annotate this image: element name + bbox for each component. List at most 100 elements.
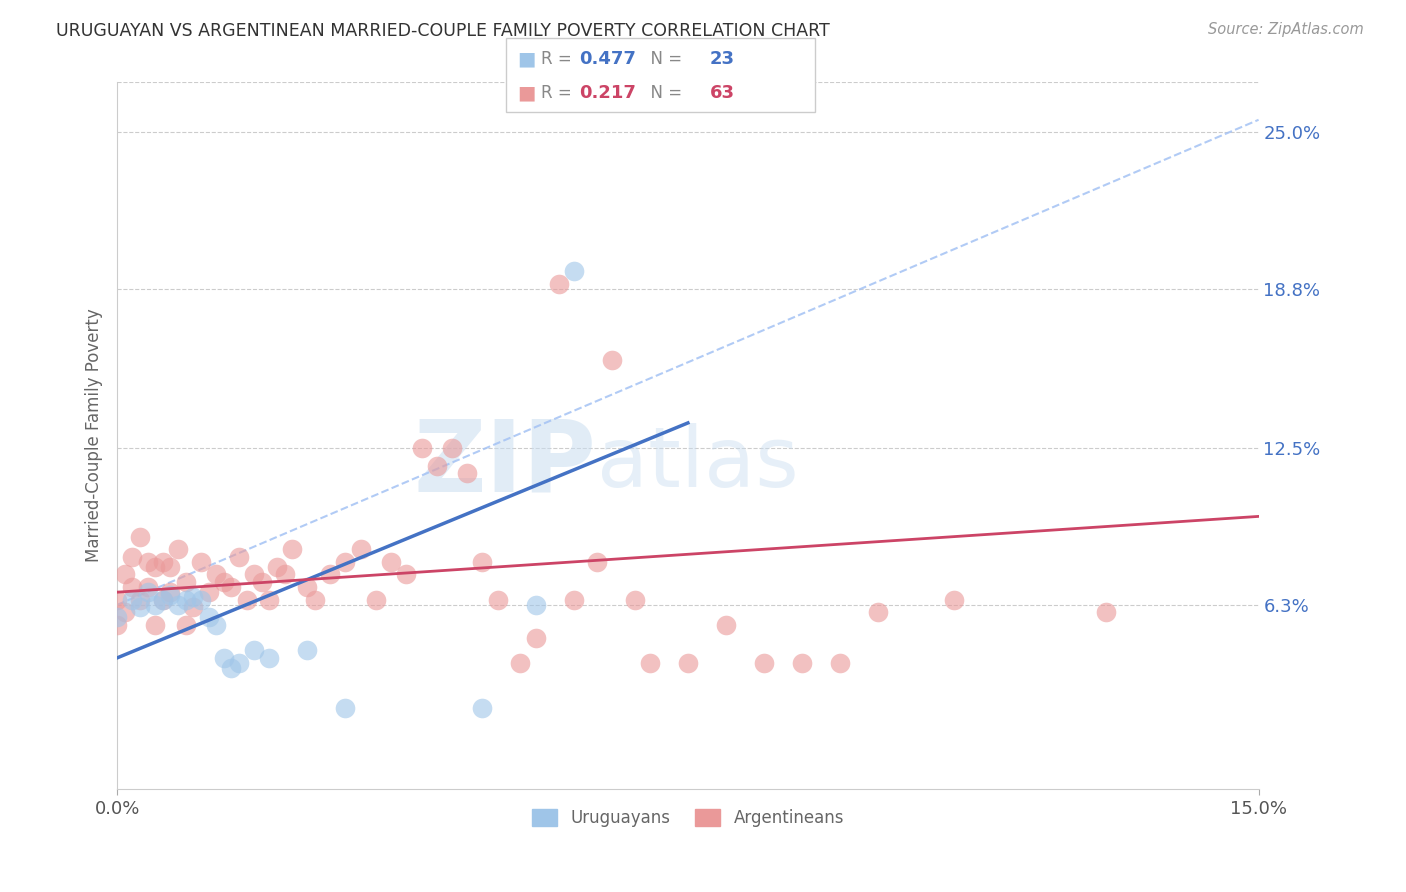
- Text: atlas: atlas: [596, 424, 799, 504]
- Point: [167, 542, 190, 557]
- Point: [105, 618, 128, 632]
- Point: [471, 701, 494, 715]
- Point: [297, 643, 319, 657]
- Point: [243, 643, 266, 657]
- Point: [266, 560, 288, 574]
- Point: [411, 441, 433, 455]
- Point: [181, 591, 204, 605]
- Point: [471, 555, 494, 569]
- Text: Source: ZipAtlas.com: Source: ZipAtlas.com: [1208, 22, 1364, 37]
- Point: [335, 701, 357, 715]
- Text: 0.217: 0.217: [579, 84, 636, 103]
- Point: [585, 555, 607, 569]
- Point: [221, 661, 243, 675]
- Point: [623, 592, 645, 607]
- Text: R =: R =: [541, 84, 578, 103]
- Point: [235, 592, 257, 607]
- Point: [273, 567, 295, 582]
- Point: [121, 580, 143, 594]
- Point: [159, 588, 181, 602]
- Point: [205, 567, 228, 582]
- Point: [136, 580, 159, 594]
- Point: [524, 598, 547, 612]
- Point: [152, 592, 174, 607]
- Point: [105, 592, 128, 607]
- Point: [167, 598, 190, 612]
- Point: [129, 530, 152, 544]
- Text: R =: R =: [541, 50, 578, 68]
- Point: [380, 555, 402, 569]
- Point: [190, 555, 212, 569]
- Text: ■: ■: [517, 49, 536, 69]
- Point: [676, 656, 699, 670]
- Text: 23: 23: [710, 50, 735, 68]
- Point: [152, 555, 174, 569]
- Text: 0.477: 0.477: [579, 50, 636, 68]
- Point: [440, 441, 463, 455]
- Point: [152, 592, 174, 607]
- Point: [364, 592, 387, 607]
- Point: [129, 600, 152, 615]
- Point: [174, 618, 197, 632]
- Point: [114, 606, 136, 620]
- Text: 63: 63: [710, 84, 735, 103]
- Point: [212, 651, 235, 665]
- Point: [1095, 606, 1118, 620]
- Point: [456, 467, 478, 481]
- Text: N =: N =: [640, 84, 688, 103]
- Point: [600, 352, 623, 367]
- Text: N =: N =: [640, 50, 688, 68]
- Point: [547, 277, 569, 291]
- Point: [509, 656, 531, 670]
- Point: [319, 567, 342, 582]
- Point: [350, 542, 373, 557]
- Point: [121, 592, 143, 607]
- Point: [143, 598, 166, 612]
- Point: [828, 656, 851, 670]
- Point: [524, 631, 547, 645]
- Point: [174, 575, 197, 590]
- Point: [868, 606, 890, 620]
- Point: [221, 580, 243, 594]
- Point: [297, 580, 319, 594]
- Legend: Uruguayans, Argentineans: Uruguayans, Argentineans: [524, 803, 851, 834]
- Point: [205, 618, 228, 632]
- Point: [562, 592, 585, 607]
- Point: [638, 656, 661, 670]
- Point: [212, 575, 235, 590]
- Point: [197, 585, 219, 599]
- Point: [121, 549, 143, 564]
- Point: [259, 651, 281, 665]
- Point: [174, 592, 197, 607]
- Point: [197, 610, 219, 624]
- Text: ■: ■: [517, 84, 536, 103]
- Text: ZIP: ZIP: [413, 416, 596, 512]
- Point: [181, 600, 204, 615]
- Point: [143, 560, 166, 574]
- Point: [228, 549, 250, 564]
- Y-axis label: Married-Couple Family Poverty: Married-Couple Family Poverty: [86, 309, 103, 563]
- Point: [190, 592, 212, 607]
- Text: URUGUAYAN VS ARGENTINEAN MARRIED-COUPLE FAMILY POVERTY CORRELATION CHART: URUGUAYAN VS ARGENTINEAN MARRIED-COUPLE …: [56, 22, 830, 40]
- Point: [159, 585, 181, 599]
- Point: [136, 555, 159, 569]
- Point: [426, 458, 449, 473]
- Point: [259, 592, 281, 607]
- Point: [714, 618, 737, 632]
- Point: [228, 656, 250, 670]
- Point: [335, 555, 357, 569]
- Point: [243, 567, 266, 582]
- Point: [486, 592, 509, 607]
- Point: [105, 610, 128, 624]
- Point: [159, 560, 181, 574]
- Point: [752, 656, 775, 670]
- Point: [562, 264, 585, 278]
- Point: [136, 585, 159, 599]
- Point: [143, 618, 166, 632]
- Point: [395, 567, 418, 582]
- Point: [129, 592, 152, 607]
- Point: [943, 592, 966, 607]
- Point: [250, 575, 273, 590]
- Point: [281, 542, 304, 557]
- Point: [114, 567, 136, 582]
